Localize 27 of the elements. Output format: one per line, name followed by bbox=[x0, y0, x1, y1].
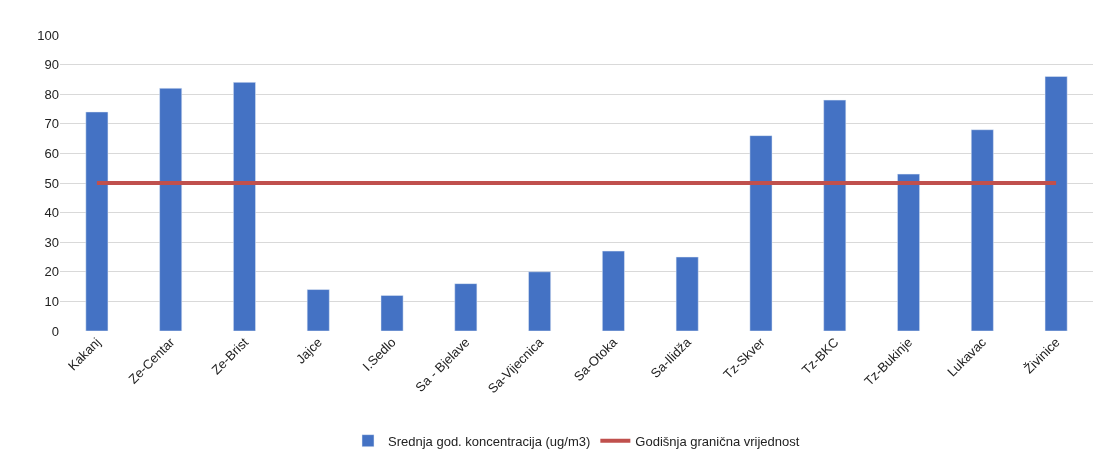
bar bbox=[85, 111, 109, 331]
y-tick-label: 30 bbox=[44, 234, 59, 250]
legend-label: Srednja god. koncentracija (ug/m3) bbox=[388, 433, 591, 449]
bar bbox=[823, 99, 847, 331]
bar bbox=[897, 173, 920, 331]
y-tick-label: 60 bbox=[44, 145, 59, 161]
bar bbox=[749, 135, 773, 331]
bar bbox=[380, 295, 404, 331]
bar bbox=[1044, 76, 1068, 331]
y-tick-label: 0 bbox=[51, 323, 59, 339]
bar bbox=[159, 88, 182, 331]
y-tick-label: 10 bbox=[44, 293, 59, 309]
y-tick-label: 40 bbox=[44, 205, 59, 221]
bar bbox=[675, 256, 699, 331]
bar bbox=[306, 289, 330, 331]
y-tick-label: 80 bbox=[44, 86, 59, 102]
y-tick-label: 20 bbox=[44, 264, 59, 280]
bar bbox=[454, 283, 478, 331]
y-tick-label: 100 bbox=[37, 27, 59, 43]
bar bbox=[971, 129, 994, 331]
y-tick-label: 70 bbox=[44, 116, 59, 132]
bar bbox=[602, 250, 625, 331]
y-tick-label: 50 bbox=[44, 175, 59, 191]
bar bbox=[233, 82, 256, 331]
legend-label: Godišnja granična vrijednost bbox=[635, 433, 800, 449]
y-tick-label: 90 bbox=[44, 57, 59, 73]
bar bbox=[528, 271, 551, 331]
